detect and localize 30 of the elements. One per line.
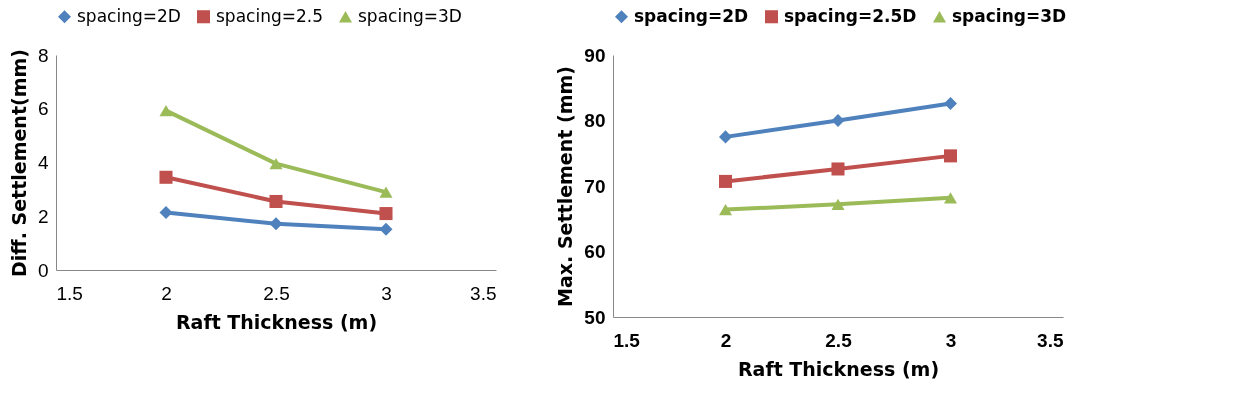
legend-label: spacing=2.5D xyxy=(784,5,917,26)
x-tick-label: 1.5 xyxy=(56,282,83,304)
y-tick-label: 8 xyxy=(37,44,49,66)
legend-label: spacing=3D xyxy=(952,5,1067,26)
y-tick-label: 6 xyxy=(37,98,49,120)
y-tick-label: 60 xyxy=(584,241,606,262)
x-tick-label: 2 xyxy=(720,329,732,351)
legend-label: spacing=2D xyxy=(634,5,749,26)
y-tick-label: 50 xyxy=(584,306,606,328)
y-tick-label: 80 xyxy=(584,110,606,131)
x-tick-label: 3 xyxy=(945,329,957,351)
y-axis-title: Diff. Settlement(mm) xyxy=(7,49,30,277)
y-tick-label: 2 xyxy=(37,205,49,227)
x-axis-title: Raft Thickness (m) xyxy=(175,310,378,333)
y-tick-label: 70 xyxy=(584,175,606,197)
y-tick-label: 90 xyxy=(584,44,606,66)
x-tick-label: 2 xyxy=(161,282,172,304)
x-tick-label: 3 xyxy=(381,282,392,304)
x-tick-label: 2.5 xyxy=(825,329,853,351)
y-tick-label: 4 xyxy=(37,152,49,173)
x-tick-label: 3.5 xyxy=(1037,329,1064,351)
x-tick-label: 3.5 xyxy=(470,282,497,304)
y-tick-label: 0 xyxy=(37,259,49,281)
x-tick-label: 1.5 xyxy=(613,329,641,351)
x-axis-title: Raft Thickness (m) xyxy=(737,357,940,380)
x-tick-label: 2.5 xyxy=(263,282,290,304)
legend-label: spacing=2.5 xyxy=(216,5,323,26)
legend-label: spacing=2D xyxy=(77,5,181,26)
legend-label: spacing=3D xyxy=(358,5,462,26)
y-axis-title: Max. Settlement (mm) xyxy=(554,66,577,307)
